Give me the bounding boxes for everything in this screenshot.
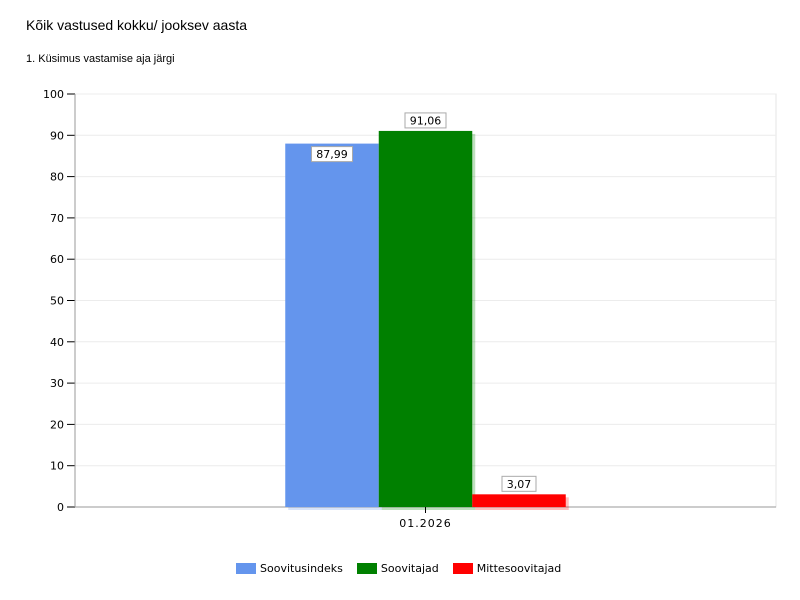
y-tick-label: 70 <box>50 212 64 225</box>
y-tick-label: 0 <box>57 501 64 514</box>
data-label: 91,06 <box>410 114 442 127</box>
legend-label: Soovitajad <box>380 562 439 575</box>
y-tick-label: 100 <box>43 88 64 101</box>
data-label: 87,99 <box>316 148 348 161</box>
y-tick-label: 50 <box>50 295 64 308</box>
data-label-box <box>311 146 353 163</box>
y-tick-label: 80 <box>50 171 64 184</box>
bar-mittesoovitajad <box>472 494 566 507</box>
legend-item: Soovitajad <box>356 562 439 575</box>
legend-label: Soovitusindeks <box>260 562 343 575</box>
y-tick-label: 30 <box>50 377 64 390</box>
legend-swatch <box>356 563 377 574</box>
data-label-box <box>501 475 537 492</box>
y-tick-label: 60 <box>50 253 64 266</box>
chart-subtitle: 1. Küsimus vastamise aja järgi <box>26 53 175 65</box>
legend-label: Mittesoovitajad <box>476 562 562 575</box>
y-tick-label: 20 <box>50 418 64 431</box>
legend: Soovitusindeks Soovitajad Mittesoovitajad <box>236 562 561 575</box>
legend-swatch <box>236 563 256 574</box>
data-label-box <box>404 112 447 129</box>
data-label: 3,07 <box>507 478 532 491</box>
y-tick-label: 90 <box>50 129 64 142</box>
x-tick-label: 01.2026 <box>399 517 452 530</box>
y-tick-label: 40 <box>50 336 64 349</box>
y-tick-label: 10 <box>50 460 64 473</box>
report-title: Kõik vastused kokku/ jooksev aasta <box>26 17 248 33</box>
legend-item: Soovitusindeks <box>236 562 343 575</box>
bar-soovitajad <box>378 130 473 508</box>
legend-item: Mittesoovitajad <box>452 562 562 575</box>
legend-swatch <box>452 563 473 574</box>
bar-soovitusindeks <box>285 143 379 507</box>
